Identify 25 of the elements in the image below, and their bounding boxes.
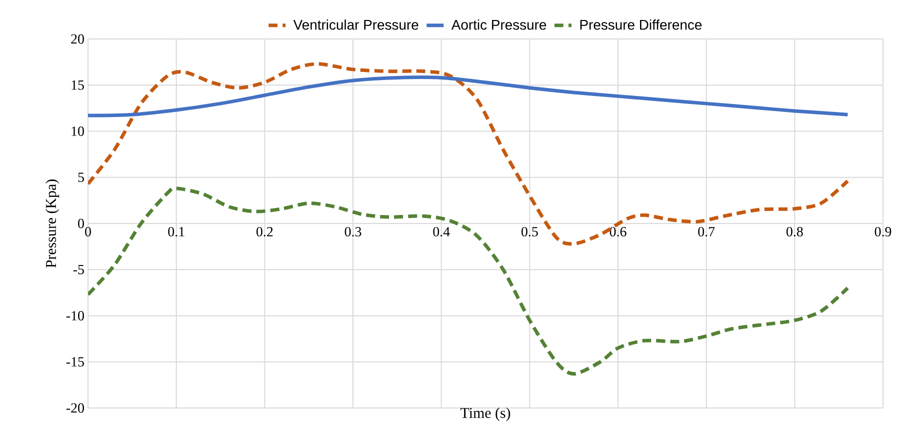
legend-label: Pressure Difference: [580, 20, 702, 30]
x-tick-label: 0: [85, 227, 91, 236]
x-tick-label: 0.1: [168, 227, 184, 236]
y-tick-label: 5: [78, 172, 84, 182]
x-tick-label: 0.7: [698, 227, 715, 236]
y-tick-label: -5: [73, 264, 84, 274]
x-tick-label: 0.9: [874, 227, 892, 236]
x-tick-label: 0.6: [610, 227, 626, 236]
y-tick-label: 0: [78, 218, 84, 228]
y-tick-label: 20: [71, 34, 84, 44]
legend-label: Aortic Pressure: [451, 20, 546, 30]
line-series: [88, 76, 850, 118]
x-tick-label: 0.8: [786, 227, 803, 236]
x-tick-label: 0.3: [344, 227, 362, 236]
y-tick-label: -10: [66, 311, 84, 320]
y-tick-label: -15: [66, 357, 84, 367]
legend-label: Ventricular Pressure: [293, 20, 418, 30]
x-tick-label: 0.5: [521, 227, 538, 236]
y-tick-label: 10: [72, 126, 84, 136]
x-axis-title: Time (s): [460, 408, 510, 422]
y-tick-label: 15: [72, 80, 84, 90]
y-tick-label: -20: [66, 403, 84, 413]
x-tick-label: 0.2: [256, 227, 273, 236]
y-axis-title: Pressure (Kpa): [46, 180, 60, 268]
x-tick-label: 0.4: [433, 227, 450, 236]
